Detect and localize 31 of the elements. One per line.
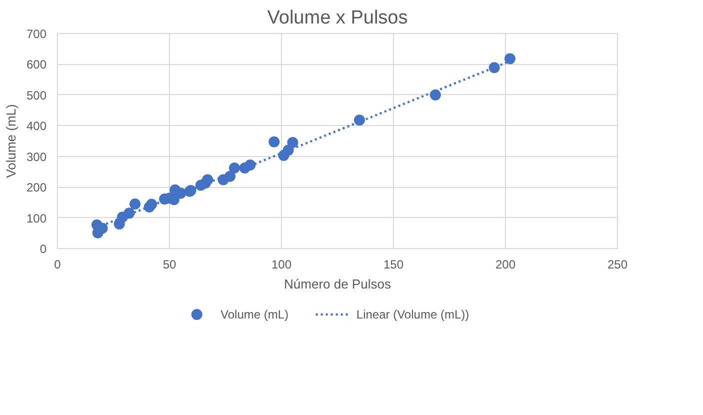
y-tick-label: 100 [26,211,47,226]
x-tick-label: 100 [271,258,292,272]
x-tick-label: 150 [383,258,404,272]
y-tick-label: 0 [40,242,47,256]
y-tick-label: 200 [26,180,47,195]
legend-label: Linear (Volume (mL)) [356,308,470,322]
y-tick-label: 300 [26,150,47,164]
chart-title: Volume x Pulsos [267,8,408,28]
x-tick-label: 250 [607,258,628,272]
point [124,208,135,219]
x-tick-label: 50 [162,258,176,272]
y-tick-label: 400 [26,119,47,134]
y-tick-label: 500 [26,88,47,102]
point [504,53,516,64]
y-tick-label: 700 [26,27,47,41]
point [202,174,214,186]
point [354,114,365,126]
y-axis-title: Volume (mL) [3,104,18,178]
y-tick-label: 600 [26,58,47,72]
point [146,198,158,210]
x-axis-title: Número de Pulsos [284,276,392,292]
point [228,162,240,174]
point [130,198,141,210]
x-tick-label: 200 [495,258,516,272]
x-tick-label: 0 [54,258,62,272]
point [244,159,256,170]
point [488,62,500,74]
point [430,89,441,100]
point [287,137,298,148]
legend-label: Volume (mL) [220,308,289,322]
point [268,136,280,148]
